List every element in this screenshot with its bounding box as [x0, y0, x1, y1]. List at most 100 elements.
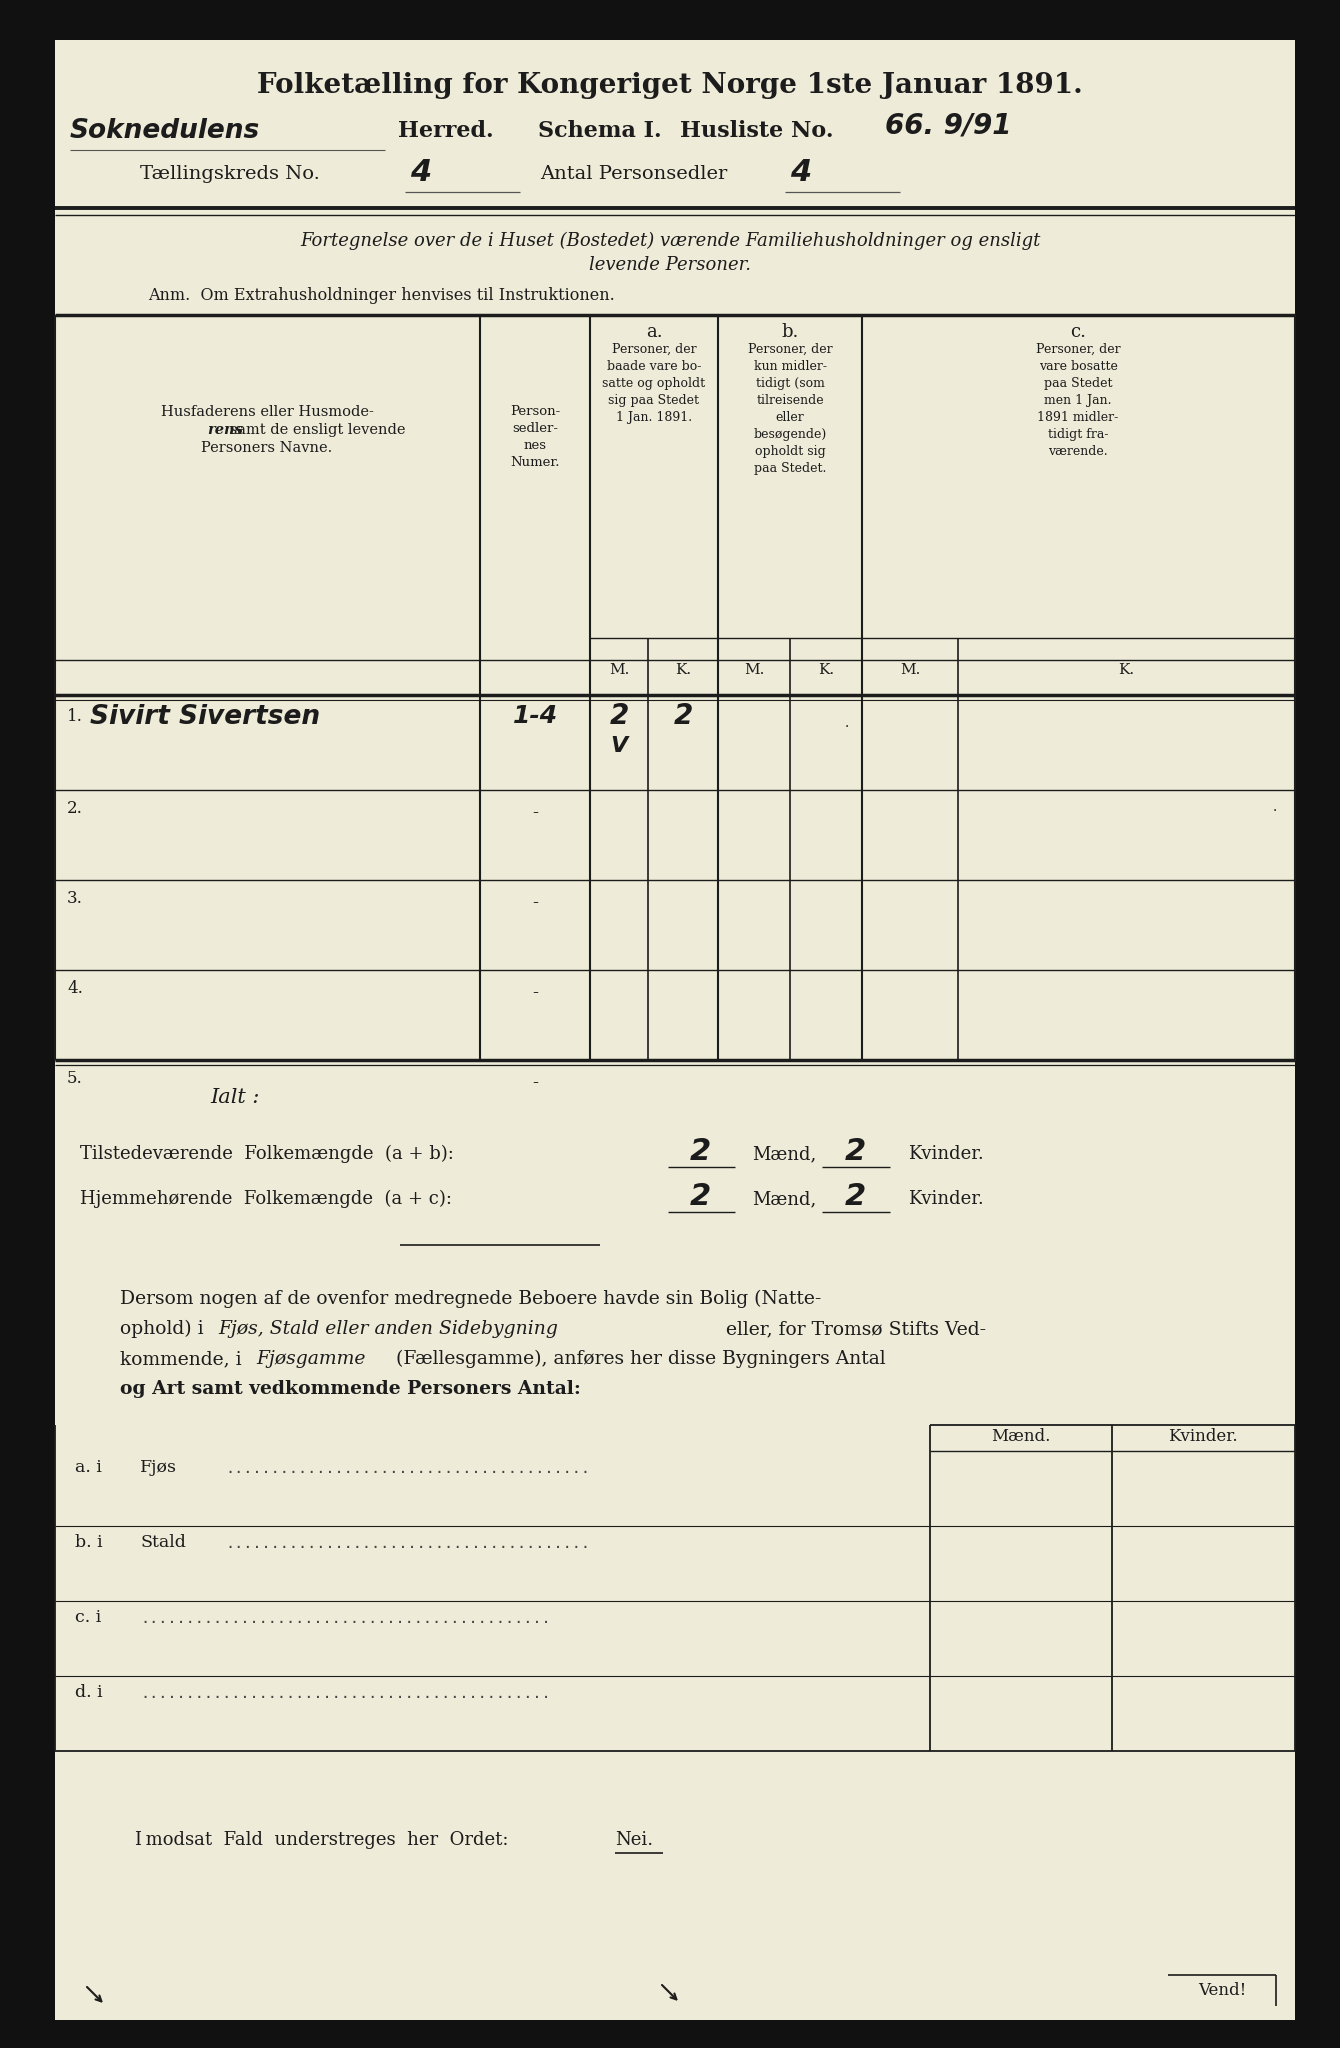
Text: Numer.: Numer.: [511, 457, 560, 469]
Text: ........................................: ........................................: [225, 1536, 590, 1550]
Text: 1-4: 1-4: [512, 705, 557, 727]
Text: Tilstedeværende  Folkemængde  (a + b):: Tilstedeværende Folkemængde (a + b):: [80, 1145, 454, 1163]
Text: tidigt (som: tidigt (som: [756, 377, 824, 389]
Text: besøgende): besøgende): [753, 428, 827, 440]
Text: kun midler-: kun midler-: [753, 360, 827, 373]
Text: K.: K.: [1118, 664, 1134, 678]
Text: sig paa Stedet: sig paa Stedet: [608, 393, 699, 408]
Text: Mænd,: Mænd,: [752, 1145, 816, 1163]
Text: levende Personer.: levende Personer.: [590, 256, 750, 274]
Text: Mænd,: Mænd,: [752, 1190, 816, 1208]
Text: Fjøs: Fjøs: [139, 1458, 177, 1477]
Text: .............................................: ........................................…: [139, 1686, 551, 1702]
Text: b. i: b. i: [75, 1534, 103, 1550]
Text: eller, for Tromsø Stifts Ved-: eller, for Tromsø Stifts Ved-: [720, 1321, 986, 1337]
Text: a.: a.: [646, 324, 662, 342]
Text: .............................................: ........................................…: [139, 1612, 551, 1626]
Text: paa Stedet.: paa Stedet.: [754, 463, 827, 475]
Text: 2: 2: [674, 702, 693, 729]
Text: Kvinder.: Kvinder.: [909, 1145, 984, 1163]
Text: Fortegnelse over de i Huset (Bostedet) værende Familiehusholdninger og ensligt: Fortegnelse over de i Huset (Bostedet) v…: [300, 231, 1040, 250]
Text: Folketælling for Kongeriget Norge 1ste Januar 1891.: Folketælling for Kongeriget Norge 1ste J…: [257, 72, 1083, 98]
Text: (Fællesgamme), anføres her disse Bygningers Antal: (Fællesgamme), anføres her disse Bygning…: [390, 1350, 886, 1368]
Text: opholdt sig: opholdt sig: [754, 444, 825, 459]
Text: og Art samt vedkommende Personers Antal:: og Art samt vedkommende Personers Antal:: [121, 1380, 580, 1399]
Text: Dersom nogen af de ovenfor medregnede Beboere havde sin Bolig (Natte-: Dersom nogen af de ovenfor medregnede Be…: [121, 1290, 821, 1309]
Text: Tællingskreds No.: Tællingskreds No.: [139, 166, 320, 182]
Text: 4.: 4.: [67, 981, 83, 997]
Text: I modsat  Fald  understreges  her  Ordet:: I modsat Fald understreges her Ordet:: [135, 1831, 508, 1849]
Text: 3.: 3.: [67, 891, 83, 907]
Text: -: -: [532, 805, 537, 821]
Text: satte og opholdt: satte og opholdt: [603, 377, 706, 389]
Text: Mænd.: Mænd.: [992, 1427, 1051, 1446]
Text: ·: ·: [844, 721, 850, 733]
Text: Hjemmehørende  Folkemængde  (a + c):: Hjemmehørende Folkemængde (a + c):: [80, 1190, 452, 1208]
Text: sedler-: sedler-: [512, 422, 557, 434]
Text: Fjøs, Stald eller anden Sidebygning: Fjøs, Stald eller anden Sidebygning: [218, 1321, 557, 1337]
Text: Personers Navne.: Personers Navne.: [201, 440, 332, 455]
Text: nes: nes: [524, 438, 547, 453]
Text: Personer, der: Personer, der: [1036, 342, 1120, 356]
Text: Husfaderens eller Husmode-: Husfaderens eller Husmode-: [161, 406, 374, 420]
Text: 66. 9/91: 66. 9/91: [884, 113, 1012, 139]
Text: a. i: a. i: [75, 1458, 102, 1477]
Text: eller: eller: [776, 412, 804, 424]
Text: 5.: 5.: [67, 1069, 83, 1087]
Text: Herred.: Herred.: [398, 121, 493, 141]
Text: -: -: [532, 895, 537, 911]
Text: Husliste No.: Husliste No.: [679, 121, 833, 141]
Text: vare bosatte: vare bosatte: [1038, 360, 1118, 373]
Text: Antal Personsedler: Antal Personsedler: [540, 166, 728, 182]
Text: Ialt :: Ialt :: [210, 1087, 260, 1108]
Text: c.: c.: [1071, 324, 1085, 342]
Text: paa Stedet: paa Stedet: [1044, 377, 1112, 389]
Text: c. i: c. i: [75, 1610, 102, 1626]
Text: Soknedulens: Soknedulens: [70, 119, 260, 143]
Text: 1 Jan. 1891.: 1 Jan. 1891.: [616, 412, 691, 424]
Text: Sivirt Sivertsen: Sivirt Sivertsen: [90, 705, 320, 729]
Text: 2: 2: [844, 1137, 866, 1165]
Text: Vend!: Vend!: [1198, 1982, 1246, 1999]
Text: K.: K.: [675, 664, 691, 678]
Text: Anm.  Om Extrahusholdninger henvises til Instruktionen.: Anm. Om Extrahusholdninger henvises til …: [147, 287, 615, 303]
Text: ophold) i: ophold) i: [121, 1321, 209, 1337]
Text: 1.: 1.: [67, 709, 83, 725]
Text: 1891 midler-: 1891 midler-: [1037, 412, 1119, 424]
Text: 4: 4: [410, 158, 431, 186]
Text: M.: M.: [608, 664, 630, 678]
Text: værende.: værende.: [1048, 444, 1108, 459]
Text: Nei.: Nei.: [615, 1831, 653, 1849]
Text: 2.: 2.: [67, 801, 83, 817]
Text: M.: M.: [900, 664, 921, 678]
Text: -: -: [532, 983, 537, 1001]
Text: tilreisende: tilreisende: [756, 393, 824, 408]
Text: Kvinder.: Kvinder.: [909, 1190, 984, 1208]
Text: Person-: Person-: [511, 406, 560, 418]
Text: V: V: [611, 735, 627, 756]
Text: d. i: d. i: [75, 1683, 103, 1702]
Text: rens: rens: [206, 424, 243, 436]
Text: men 1 Jan.: men 1 Jan.: [1044, 393, 1112, 408]
Text: 4: 4: [791, 158, 811, 186]
Text: ·: ·: [1273, 805, 1277, 817]
Text: b.: b.: [781, 324, 799, 342]
Text: kommende, i: kommende, i: [121, 1350, 248, 1368]
Text: 2: 2: [844, 1182, 866, 1210]
Text: 2: 2: [610, 702, 628, 729]
Text: Schema I.: Schema I.: [537, 121, 662, 141]
Text: Personer, der: Personer, der: [748, 342, 832, 356]
Text: 2: 2: [689, 1182, 710, 1210]
Text: K.: K.: [817, 664, 833, 678]
Text: Kvinder.: Kvinder.: [1168, 1427, 1238, 1446]
Text: 2: 2: [689, 1137, 710, 1165]
Text: -: -: [532, 1073, 537, 1092]
Text: ........................................: ........................................: [225, 1460, 590, 1477]
Text: tidigt fra-: tidigt fra-: [1048, 428, 1108, 440]
Text: Personer, der: Personer, der: [611, 342, 697, 356]
Text: baade vare bo-: baade vare bo-: [607, 360, 701, 373]
Text: samt de ensligt levende: samt de ensligt levende: [225, 424, 406, 436]
Text: Fjøsgamme: Fjøsgamme: [256, 1350, 366, 1368]
Text: M.: M.: [744, 664, 764, 678]
Text: Stald: Stald: [139, 1534, 186, 1550]
